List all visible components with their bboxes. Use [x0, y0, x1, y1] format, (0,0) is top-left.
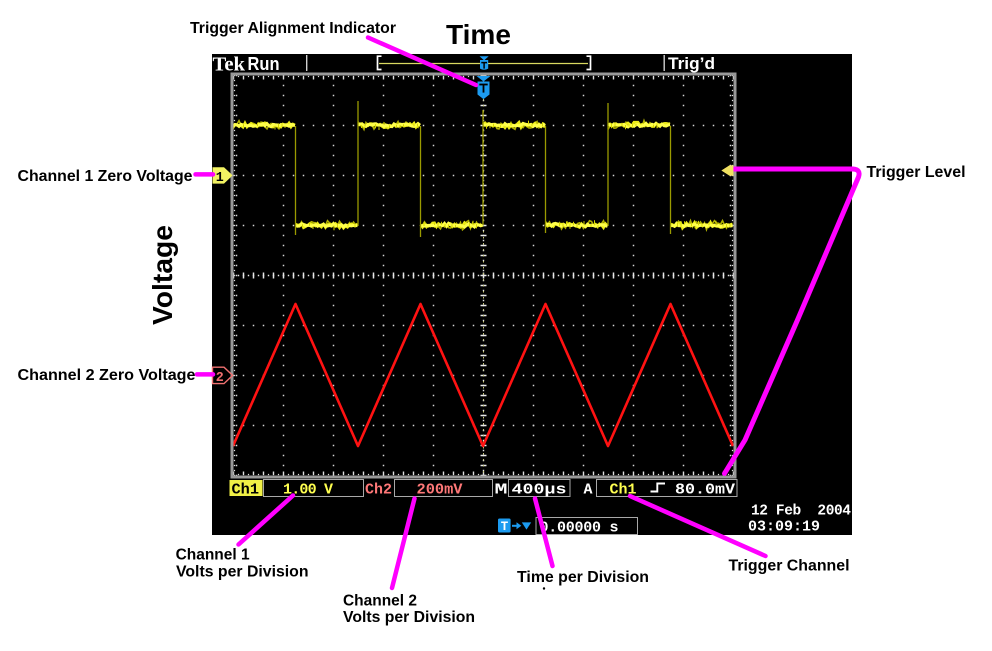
- svg-text:1: 1: [216, 170, 224, 186]
- svg-text:M: M: [495, 481, 508, 498]
- svg-text:Ch1: Ch1: [232, 481, 260, 498]
- svg-text:Trigger Level: Trigger Level: [867, 164, 966, 181]
- svg-text:Time per Division: Time per Division: [517, 569, 649, 586]
- svg-text:Channel 1 Zero Voltage: Channel 1 Zero Voltage: [18, 168, 193, 185]
- svg-text:T: T: [501, 519, 509, 534]
- svg-text:Channel 2 Zero Voltage: Channel 2 Zero Voltage: [18, 367, 196, 384]
- svg-text:Channel 1: Channel 1: [176, 547, 250, 564]
- svg-text:400µs: 400µs: [512, 481, 567, 498]
- svg-text:03:09:19: 03:09:19: [748, 519, 820, 536]
- svg-text:12 Feb 2004: 12 Feb 2004: [751, 504, 851, 520]
- svg-text:1.00 V: 1.00 V: [283, 481, 333, 498]
- svg-text:Tek: Tek: [213, 54, 246, 76]
- svg-text:0.00000 s: 0.00000 s: [540, 519, 619, 536]
- svg-text:80.0mV: 80.0mV: [675, 481, 735, 498]
- svg-text:A: A: [584, 481, 593, 498]
- svg-text:Volts per Division: Volts per Division: [176, 564, 309, 581]
- svg-text:Channel 2: Channel 2: [343, 593, 417, 610]
- svg-text:200mV: 200mV: [417, 481, 463, 498]
- svg-text:Trigger Alignment Indicator: Trigger Alignment Indicator: [190, 20, 396, 37]
- svg-text:Ch2: Ch2: [365, 481, 392, 498]
- svg-text:Voltage: Voltage: [147, 225, 178, 325]
- svg-text:2: 2: [216, 370, 224, 386]
- svg-text:Time: Time: [446, 19, 511, 50]
- svg-text:Trig’d: Trig’d: [668, 54, 715, 73]
- svg-text:Run: Run: [248, 54, 280, 74]
- svg-text:Volts per Division: Volts per Division: [343, 609, 475, 626]
- svg-text:Trigger Channel: Trigger Channel: [729, 558, 850, 575]
